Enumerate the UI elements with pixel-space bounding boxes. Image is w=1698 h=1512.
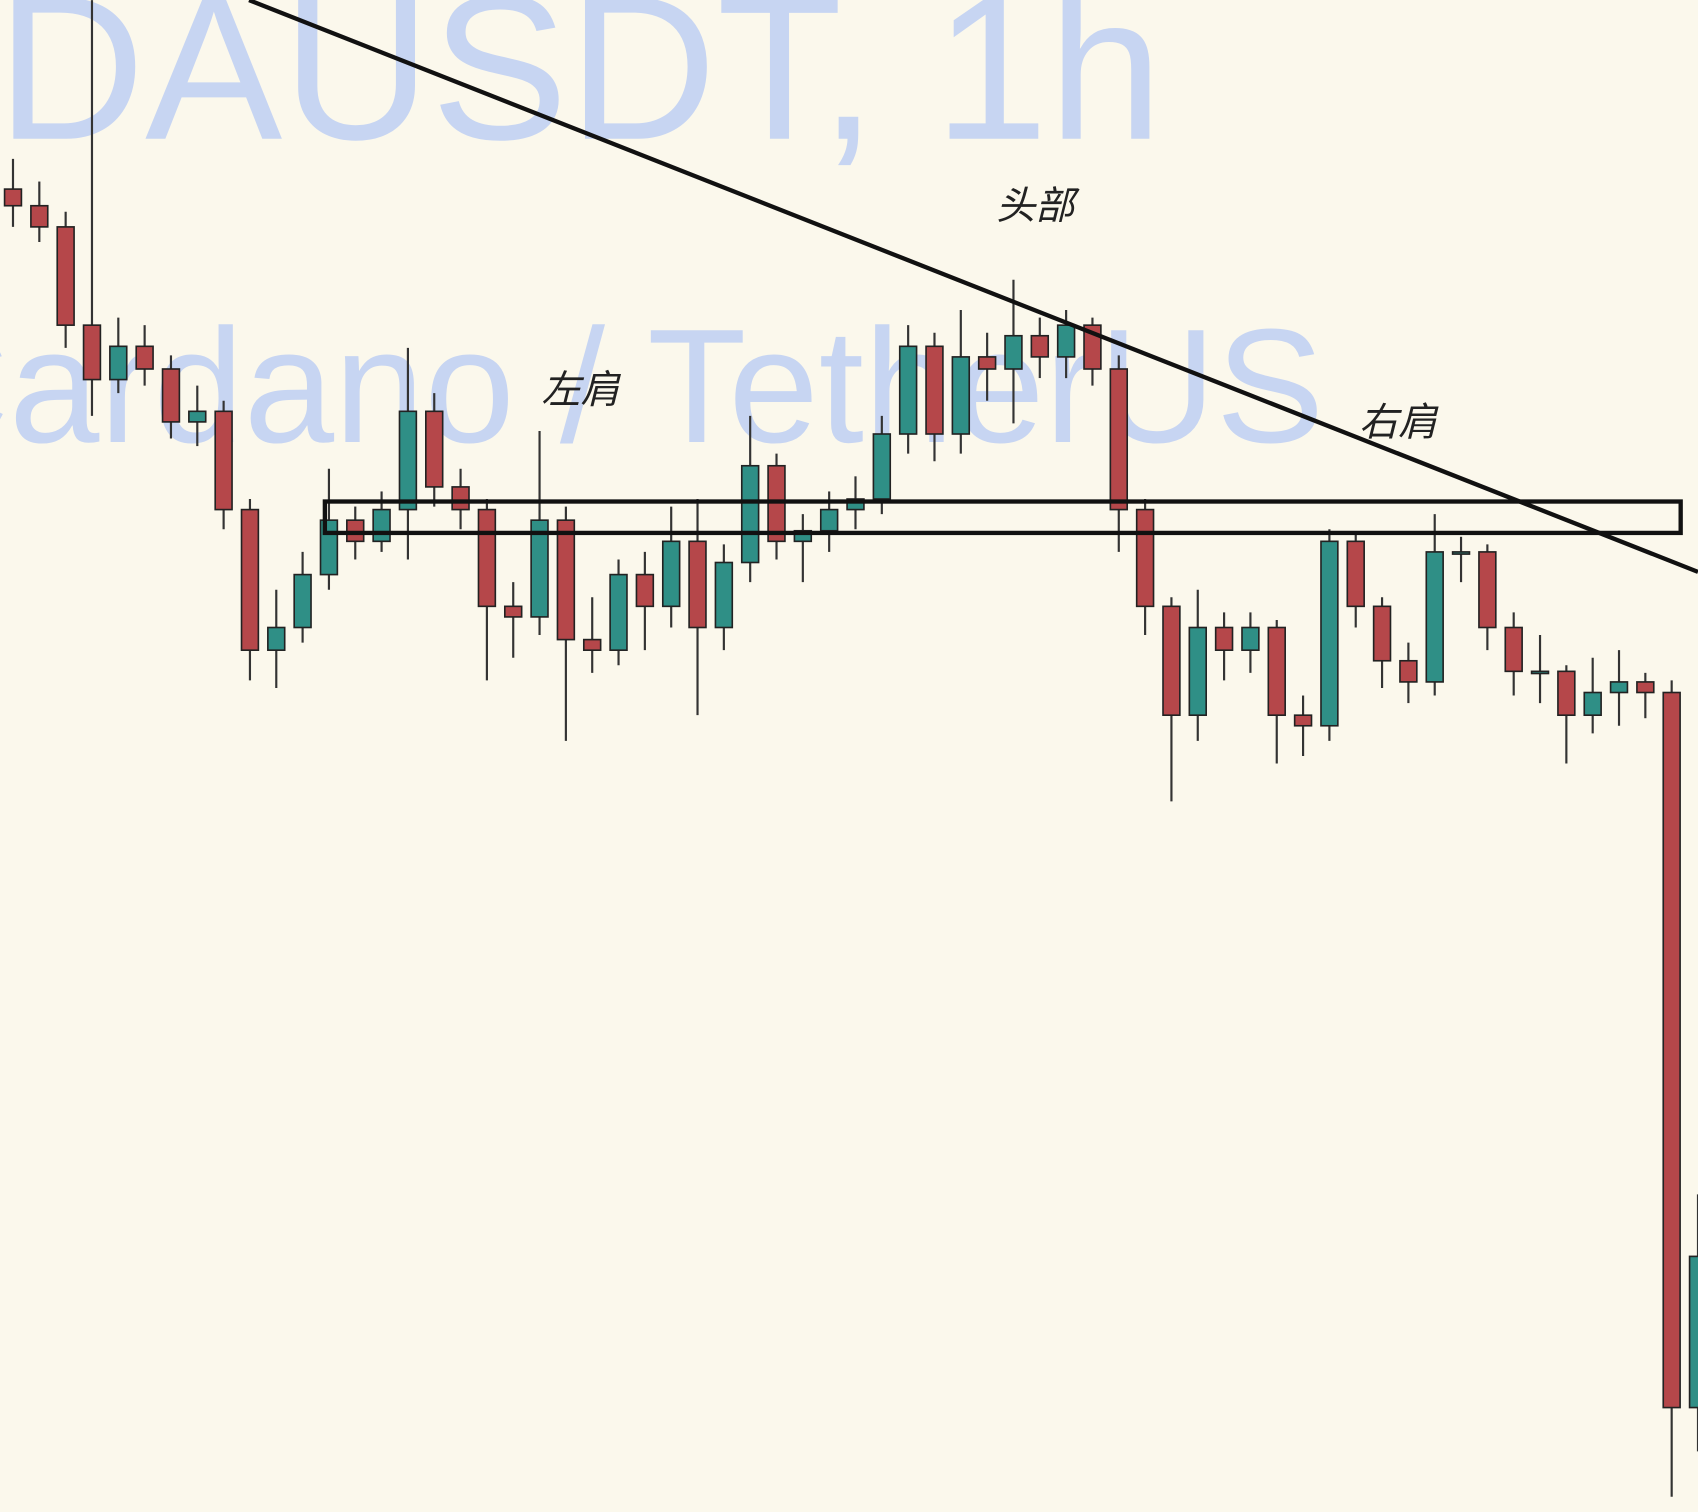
candle-body [109, 345, 128, 381]
candle-body [925, 345, 944, 435]
candle-body [1320, 540, 1339, 727]
candle-body [1399, 659, 1418, 683]
candle-body [1688, 1255, 1698, 1409]
candle-body [1162, 605, 1181, 716]
candle-body [1214, 626, 1234, 651]
candle-body [1030, 334, 1050, 358]
candle-body [293, 573, 312, 629]
candle-body [846, 498, 865, 511]
candle-body [714, 561, 734, 629]
candle-body [135, 345, 154, 370]
candle-body [477, 508, 497, 608]
candle-body [1004, 334, 1023, 370]
candle-body [688, 540, 707, 629]
annotation: 右肩 [1359, 400, 1439, 445]
candle-body [214, 410, 233, 511]
candle-body [3, 188, 23, 207]
candle-body [372, 508, 391, 543]
candle-body [1583, 691, 1602, 716]
candle-body [1241, 626, 1260, 651]
candle-body [1267, 626, 1286, 716]
candle-body [451, 486, 470, 511]
candle-body [346, 519, 365, 543]
candle-body [1451, 551, 1471, 555]
candle-body [503, 605, 523, 618]
candle-body [556, 519, 576, 641]
candle-body [240, 508, 260, 651]
candle-body [530, 519, 549, 618]
candle-body [582, 638, 602, 651]
candle-body [819, 508, 839, 532]
candle-body [1188, 626, 1208, 716]
candle-body [609, 573, 628, 651]
candle-body [1504, 626, 1523, 673]
annotation: 左肩 [541, 368, 621, 413]
annotation: 头部 [996, 184, 1080, 229]
candle-body [267, 626, 286, 651]
candle-body [1293, 714, 1313, 727]
candle-body [1662, 691, 1681, 1409]
candle-body [1636, 681, 1655, 694]
candle-body [1478, 551, 1497, 629]
candle-body [1557, 670, 1576, 716]
candle-body [1135, 508, 1155, 608]
candle-body [398, 410, 418, 511]
candle-body [1372, 605, 1392, 662]
candle-body [1425, 551, 1444, 683]
candle-body [898, 345, 918, 435]
candle-body [661, 540, 681, 608]
candle-body [1609, 681, 1629, 694]
candle-body [188, 410, 207, 423]
candle-body [740, 464, 760, 564]
candle-body [1346, 540, 1365, 608]
candle-body [425, 410, 444, 488]
neckline-zone [322, 499, 1683, 536]
candle-body [82, 324, 102, 381]
candle-body [951, 356, 971, 435]
candle-body [1109, 368, 1129, 511]
candle-body [161, 368, 181, 423]
candle-body [793, 529, 813, 543]
candle-body [1056, 324, 1076, 358]
candle-body [56, 226, 75, 326]
candle-body [1530, 670, 1550, 675]
trend-line [248, 0, 1698, 574]
candle-body [872, 433, 892, 500]
watermark-title: ADAUSDT, 1h [0, 0, 1163, 183]
candle-body [30, 204, 49, 228]
candle-body [977, 356, 997, 370]
candle-body [635, 573, 655, 608]
